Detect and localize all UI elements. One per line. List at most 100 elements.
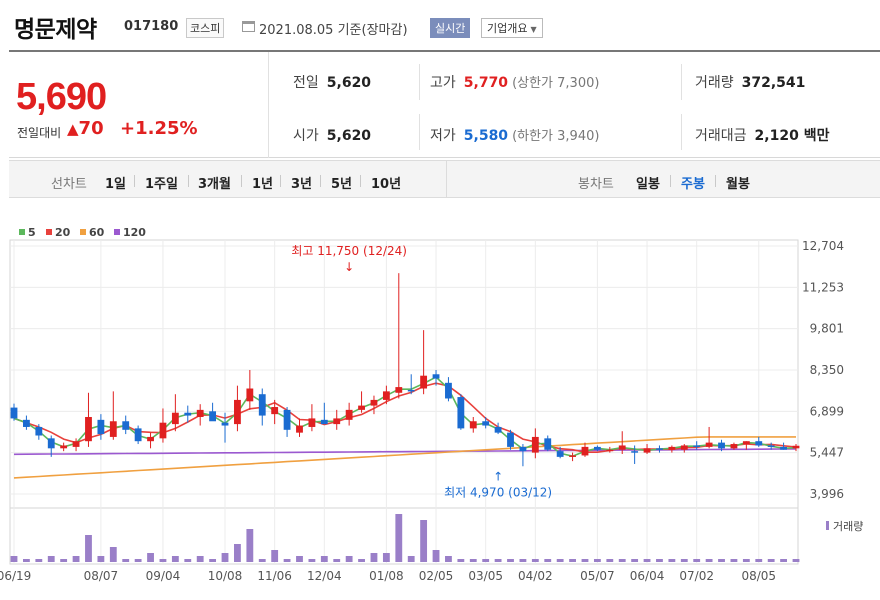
calendar-icon <box>242 21 255 32</box>
candle-body <box>196 409 204 417</box>
volume-bar <box>581 559 589 562</box>
tab-weekly[interactable]: 주봉 <box>681 177 705 192</box>
volume-bar <box>432 550 440 562</box>
company-info-label: 기업개요 <box>487 22 528 35</box>
volume-bar <box>656 559 663 562</box>
tab-3y[interactable]: 3년 <box>291 177 313 192</box>
x-tick-label: 12/04 <box>307 569 342 583</box>
day-high: 고가 5,770 (상한가 7,300) <box>430 72 599 92</box>
candles <box>10 273 800 467</box>
candle-body <box>544 438 552 450</box>
volume-bar <box>705 559 713 562</box>
candle-body <box>72 441 80 447</box>
high-annotation: 최고 11,750 (12/24) <box>291 244 407 258</box>
header: 명문제약 017180 코스피 2021.08.05 기준(장마감) 실시간 기… <box>0 0 880 50</box>
volume-bar <box>296 556 303 562</box>
legend-ma5: 5 <box>28 226 36 239</box>
candle-body <box>767 445 775 447</box>
volume-bar <box>780 559 788 562</box>
change-label: 전일대비 <box>17 126 62 140</box>
tab-1w[interactable]: 1주일 <box>145 177 178 192</box>
candle-body <box>631 451 639 453</box>
separator <box>320 175 321 187</box>
chart-legend: 5 20 60 120 <box>19 226 146 239</box>
volume-legend: 거래량 <box>833 520 863 533</box>
candle-body <box>420 375 428 389</box>
volume-bar <box>308 559 316 562</box>
volume-bar <box>457 559 465 562</box>
x-tick-label: 03/05 <box>468 569 503 583</box>
volume-bar <box>593 559 601 562</box>
candle-body <box>22 419 30 427</box>
candle-body <box>147 436 154 442</box>
x-tick-label: 08/07 <box>84 569 119 583</box>
caret-down-icon: ▼ <box>530 25 537 34</box>
tab-5y[interactable]: 5년 <box>331 177 353 192</box>
high-label: 고가 <box>430 75 456 91</box>
separator <box>360 175 361 187</box>
change-value: ▲70 <box>67 118 104 139</box>
candle-body <box>693 445 701 447</box>
volume-legend-swatch <box>826 521 829 530</box>
candle-chart-label: 봉차트 <box>578 177 614 192</box>
candle-body <box>209 411 217 422</box>
volume-bar <box>469 559 477 562</box>
volume-bar <box>234 544 241 562</box>
realtime-button[interactable]: 실시간 <box>430 18 471 38</box>
volume-bar <box>693 559 701 562</box>
candle-body <box>519 446 527 452</box>
volume-bar <box>72 556 80 562</box>
y-tick-label: 5,447 <box>810 446 844 460</box>
volume-bar <box>283 559 291 562</box>
low-annotation: 최저 4,970 (03/12) <box>444 485 552 499</box>
date-value: 2021.08.05 <box>259 23 334 38</box>
volume-bar <box>10 556 18 562</box>
candle-body <box>656 448 663 450</box>
candle-body <box>469 421 477 429</box>
candle-body <box>482 421 490 426</box>
quote-date: 2021.08.05 기준(장마감) <box>259 19 408 38</box>
x-axis: 06/19 08/07 09/04 10/08 11/06 12/04 01/08 02/05… <box>0 569 776 583</box>
candle-body <box>283 409 291 430</box>
chart-tabs: 선차트 1일 1주일 3개월 1년 3년 5년 10년 봉차트 일봉 주봉 월봉 <box>9 160 880 198</box>
candle-body <box>742 441 750 445</box>
amount-value: 2,120 백만 <box>754 128 830 144</box>
open-value: 5,620 <box>326 128 372 144</box>
company-info-dropdown[interactable]: 기업개요 ▼ <box>481 18 543 38</box>
candle-body <box>320 419 328 425</box>
separator <box>241 175 242 187</box>
volume-bar <box>680 559 688 562</box>
volume-bar <box>85 535 92 562</box>
x-tick-label: 09/04 <box>146 569 181 583</box>
tab-daily[interactable]: 일봉 <box>636 177 660 192</box>
x-tick-label: 10/08 <box>208 569 243 583</box>
volume-bar <box>668 559 676 562</box>
volume-bars <box>10 514 800 562</box>
volume-bar <box>22 559 30 562</box>
candle-body <box>60 445 68 449</box>
tab-1d[interactable]: 1일 <box>105 177 127 192</box>
tab-1y[interactable]: 1년 <box>252 177 274 192</box>
tab-monthly[interactable]: 월봉 <box>726 177 750 192</box>
candle-body <box>159 422 167 439</box>
candle-body <box>593 446 601 450</box>
tab-10y[interactable]: 10년 <box>371 177 402 192</box>
tab-3m[interactable]: 3개월 <box>198 177 231 192</box>
volume-value: 372,541 <box>741 75 806 91</box>
separator <box>670 175 671 187</box>
candle-body <box>556 451 564 457</box>
divider <box>681 114 682 150</box>
divider <box>446 161 447 197</box>
divider <box>419 64 420 100</box>
low-value: 5,580 <box>463 128 509 144</box>
volume-bar <box>184 559 192 562</box>
candle-body <box>730 444 738 449</box>
volume-bar <box>519 559 527 562</box>
separator <box>280 175 281 187</box>
volume-bar <box>445 556 452 562</box>
prev-value: 5,620 <box>326 75 372 91</box>
volume-bar <box>358 559 365 562</box>
volume-bar <box>631 559 639 562</box>
ma60-line <box>13 436 796 479</box>
candle-body <box>718 442 725 449</box>
